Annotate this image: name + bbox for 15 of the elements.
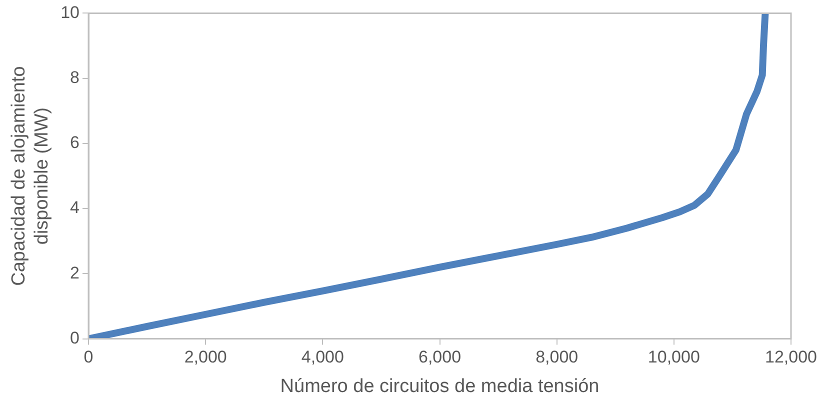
y-tick-label: 4	[70, 198, 80, 218]
x-tick-label: 2,000	[184, 348, 227, 367]
x-tick-label: 6,000	[418, 348, 462, 367]
x-tick-label: 0	[84, 348, 94, 367]
x-tick-label: 10,000	[648, 348, 700, 367]
y-tick-label: 2	[70, 263, 80, 282]
y-tick-label: 10	[60, 2, 80, 22]
x-tick-label: 12,000	[765, 348, 817, 367]
x-axis-title: Número de circuitos de media tensión	[280, 376, 600, 397]
y-tick-label: 8	[70, 68, 80, 88]
y-tick-label: 0	[70, 328, 80, 348]
y-axis-title: Capacidad de alojamiento disponible (MW)	[8, 66, 52, 286]
x-tick-label: 4,000	[301, 348, 344, 367]
x-tick-label: 8,000	[536, 348, 578, 367]
y-tick-label: 6	[70, 133, 80, 152]
